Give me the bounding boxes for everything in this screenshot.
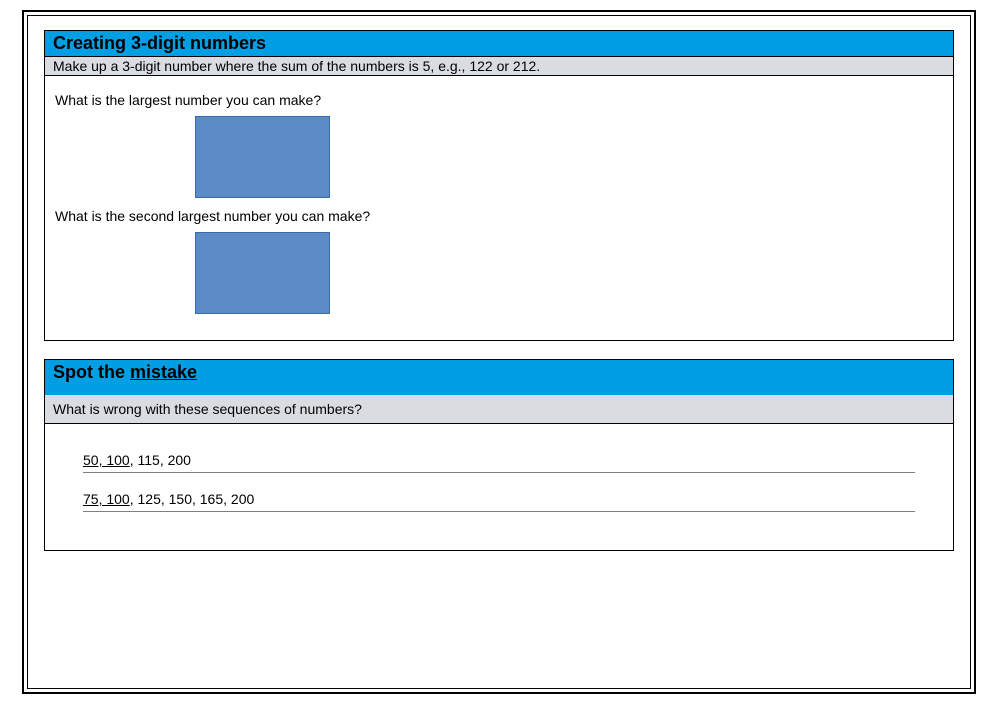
answer-box-1 [195,116,330,198]
sequence-block: 50, 100, 115, 200 75, 100, 125, 150, 165… [55,434,943,534]
section-spot-the-mistake: Spot the mistake What is wrong with thes… [44,359,954,551]
answer-box-2 [195,232,330,314]
sequence-2-rest: , 125, 150, 165, 200 [130,491,255,507]
section2-title-plain: Spot the [53,362,130,382]
section-creating-3-digit: Creating 3-digit numbers Make up a 3-dig… [44,30,954,341]
sequence-2: 75, 100, 125, 150, 165, 200 [83,491,915,507]
section1-body: What is the largest number you can make?… [45,76,953,340]
outer-frame: Creating 3-digit numbers Make up a 3-dig… [22,10,976,694]
sequence-1: 50, 100, 115, 200 [83,452,915,468]
question2-text: What is the second largest number you ca… [55,208,943,224]
section1-subtitle-bar: Make up a 3-digit number where the sum o… [45,57,953,76]
section2-title-underline: mistake [130,362,197,382]
page: Creating 3-digit numbers Make up a 3-dig… [0,0,998,704]
answer-rule-1 [83,472,915,473]
sequence-1-rest: , 115, 200 [130,452,191,468]
section2-subtitle-bar: What is wrong with these sequences of nu… [45,395,953,424]
inner-frame: Creating 3-digit numbers Make up a 3-dig… [27,15,971,689]
section2-title-bar: Spot the mistake [45,360,953,395]
section1-title-bar: Creating 3-digit numbers [45,31,953,57]
section1-title-text: Creating 3-digit numbers [53,33,266,53]
section2-body: 50, 100, 115, 200 75, 100, 125, 150, 165… [45,424,953,550]
section1-subtitle-text: Make up a 3-digit number where the sum o… [53,58,540,74]
section2-subtitle-text: What is wrong with these sequences of nu… [53,401,362,417]
question1-text: What is the largest number you can make? [55,92,943,108]
sequence-1-underlined: 50, 100 [83,452,130,468]
answer-rule-2 [83,511,915,512]
sequence-2-underlined: 75, 100 [83,491,130,507]
